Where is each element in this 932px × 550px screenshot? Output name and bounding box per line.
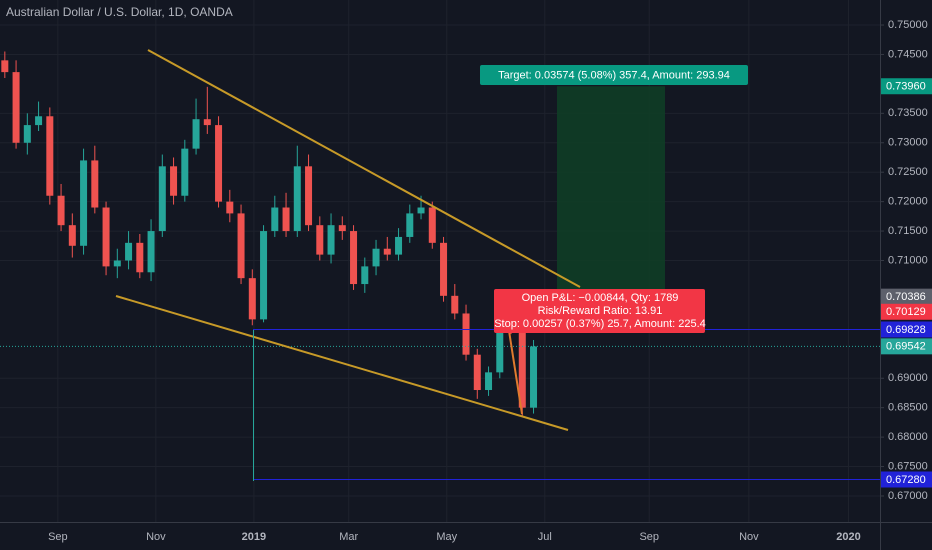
candle-body <box>23 125 31 143</box>
x-tick-label: Sep <box>639 531 659 543</box>
candle-body <box>361 266 369 285</box>
candle-body <box>170 166 178 196</box>
candle-body <box>35 116 43 126</box>
price-badge <box>881 471 932 488</box>
candle-body <box>102 207 110 267</box>
target-label: Target: 0.03574 (5.08%) 357.4, Amount: 2… <box>498 69 730 81</box>
price-badge <box>881 338 932 355</box>
candle-body <box>260 231 268 320</box>
candle-body <box>271 207 279 232</box>
price-badge <box>881 78 932 95</box>
x-tick-label: Mar <box>339 531 358 543</box>
candle-body <box>316 225 324 255</box>
chart-title: Australian Dollar / U.S. Dollar, 1D, OAN… <box>6 5 233 19</box>
stop-label: Stop: 0.00257 (0.37%) 25.7, Amount: 225.… <box>494 318 706 330</box>
y-tick-label: 0.67500 <box>888 460 928 472</box>
price-badge-label: 0.69542 <box>886 341 926 353</box>
candle-body <box>80 160 88 246</box>
ratio-label: Risk/Reward Ratio: 13.91 <box>538 305 663 317</box>
price-badge <box>881 321 932 338</box>
y-tick-label: 0.73500 <box>888 107 928 119</box>
x-tick-label: 2020 <box>836 531 860 543</box>
candle-body <box>372 248 380 267</box>
y-tick-label: 0.68000 <box>888 431 928 443</box>
candle-body <box>46 116 54 196</box>
y-tick-label: 0.73000 <box>888 137 928 149</box>
y-tick-label: 0.67000 <box>888 490 928 502</box>
candle-body <box>451 295 459 314</box>
y-tick-label: 0.71500 <box>888 225 928 237</box>
candle-body <box>485 372 493 391</box>
pnl-label: Open P&L: −0.00844, Qty: 1789 <box>522 292 679 304</box>
target-label-box <box>480 65 748 85</box>
stop-label-box <box>494 289 705 333</box>
x-tick-label: May <box>436 531 457 543</box>
price-badge <box>881 303 932 320</box>
candle-body <box>181 148 189 196</box>
candle-body <box>395 236 403 255</box>
y-tick-label: 0.71000 <box>888 254 928 266</box>
candle-body <box>57 195 65 226</box>
candle-body <box>338 225 346 232</box>
y-tick-label: 0.69000 <box>888 372 928 384</box>
candle-body <box>350 231 358 285</box>
y-tick-label: 0.72500 <box>888 166 928 178</box>
candle-body <box>125 242 133 261</box>
candle-body <box>68 225 76 246</box>
candle-body <box>1 60 9 73</box>
candle-body <box>428 207 436 243</box>
y-tick-label: 0.74500 <box>888 48 928 60</box>
price-badge-label: 0.73960 <box>886 81 926 93</box>
x-tick-label: Nov <box>146 531 166 543</box>
swing-line <box>506 317 523 415</box>
candle-body <box>237 213 245 279</box>
price-badge-label: 0.69828 <box>886 324 926 336</box>
candle-body <box>383 248 391 255</box>
candle-body <box>473 354 481 391</box>
x-tick-label: Nov <box>739 531 759 543</box>
trend-line-lower <box>115 295 569 431</box>
target-zone <box>557 86 665 297</box>
candle-body <box>215 125 223 202</box>
candle-body <box>417 207 425 214</box>
candle-body <box>327 225 335 255</box>
price-badge <box>881 288 932 305</box>
x-tick-label: Jul <box>538 531 552 543</box>
candle-body <box>136 242 144 273</box>
candle-body <box>293 166 301 232</box>
price-badge-label: 0.70129 <box>886 306 926 318</box>
candle-body <box>440 242 448 296</box>
price-badge-label: 0.70386 <box>886 291 926 303</box>
candle-body <box>192 119 200 149</box>
candle-body <box>282 207 290 232</box>
trend-line-upper <box>147 49 581 288</box>
candle-body <box>203 119 211 126</box>
price-badge-label: 0.67280 <box>886 474 926 486</box>
candle-body <box>113 260 121 267</box>
candle-body <box>305 166 313 226</box>
candle-body <box>530 346 538 408</box>
candle-body <box>12 72 20 143</box>
x-tick-label: Sep <box>48 531 68 543</box>
y-tick-label: 0.75000 <box>888 19 928 31</box>
candle-body <box>518 328 526 408</box>
y-tick-label: 0.72000 <box>888 196 928 208</box>
candle-body <box>462 313 470 355</box>
y-tick-label: 0.68500 <box>888 402 928 414</box>
candle-body <box>248 278 256 320</box>
candle-body <box>226 201 234 214</box>
candle-body <box>496 322 504 373</box>
candle-body <box>91 160 99 208</box>
candle-body <box>406 213 414 237</box>
x-tick-label: 2019 <box>242 531 266 543</box>
candle-body <box>158 166 166 232</box>
candle-body <box>147 231 155 273</box>
plot-area <box>0 0 880 522</box>
